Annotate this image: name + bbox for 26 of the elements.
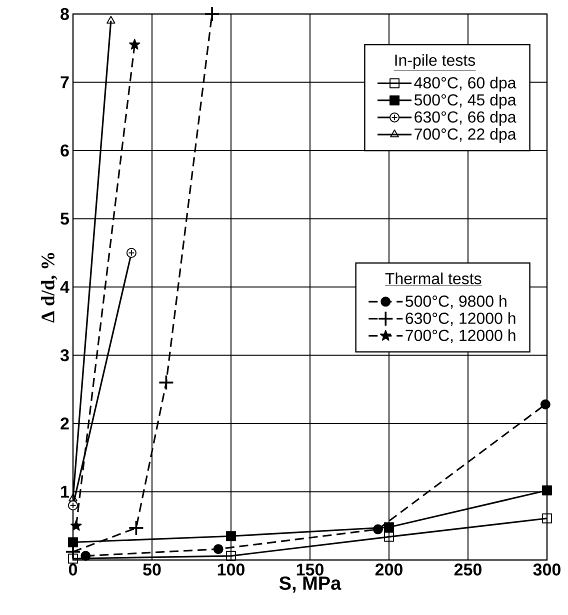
y-tick-label: 7 xyxy=(60,76,69,88)
annotation: Thermal tests xyxy=(385,272,482,284)
annotation: In-pile tests xyxy=(395,54,476,70)
y-tick-label: 3 xyxy=(60,349,69,362)
y-tick-label: 4 xyxy=(60,281,70,293)
x-tick-label: 50 xyxy=(143,564,161,576)
legend-label: 500°C, 9800 h xyxy=(406,295,506,309)
y-axis-title: Δ d/d, % xyxy=(41,253,58,323)
x-tick-label: 250 xyxy=(454,564,482,576)
x-tick-label: 200 xyxy=(375,564,402,576)
y-tick-label: 1 xyxy=(61,486,69,498)
legend-label: 700°C, 12000 h xyxy=(406,329,516,343)
x-tick-label: 0 xyxy=(68,564,78,576)
legend-label: 700°C, 22 dpa xyxy=(414,128,516,143)
x-tick-label: 100 xyxy=(218,564,244,576)
y-tick-label: 5 xyxy=(60,212,69,225)
y-tick-label: 8 xyxy=(60,8,69,20)
x-tick-label: 150 xyxy=(296,564,324,576)
y-tick-label: 2 xyxy=(60,418,69,430)
legend-label: 500°C, 45 dpa xyxy=(414,94,516,109)
x-tick-label: 300 xyxy=(533,564,560,576)
legend-label: 630°C, 66 dpa xyxy=(414,110,516,126)
legend-label: 630°C, 12000 h xyxy=(406,312,516,326)
legend-label: 480°C, 60 dpa xyxy=(414,76,516,92)
y-tick-label: 6 xyxy=(60,144,69,157)
x-axis-title: S, MPa xyxy=(279,576,342,593)
